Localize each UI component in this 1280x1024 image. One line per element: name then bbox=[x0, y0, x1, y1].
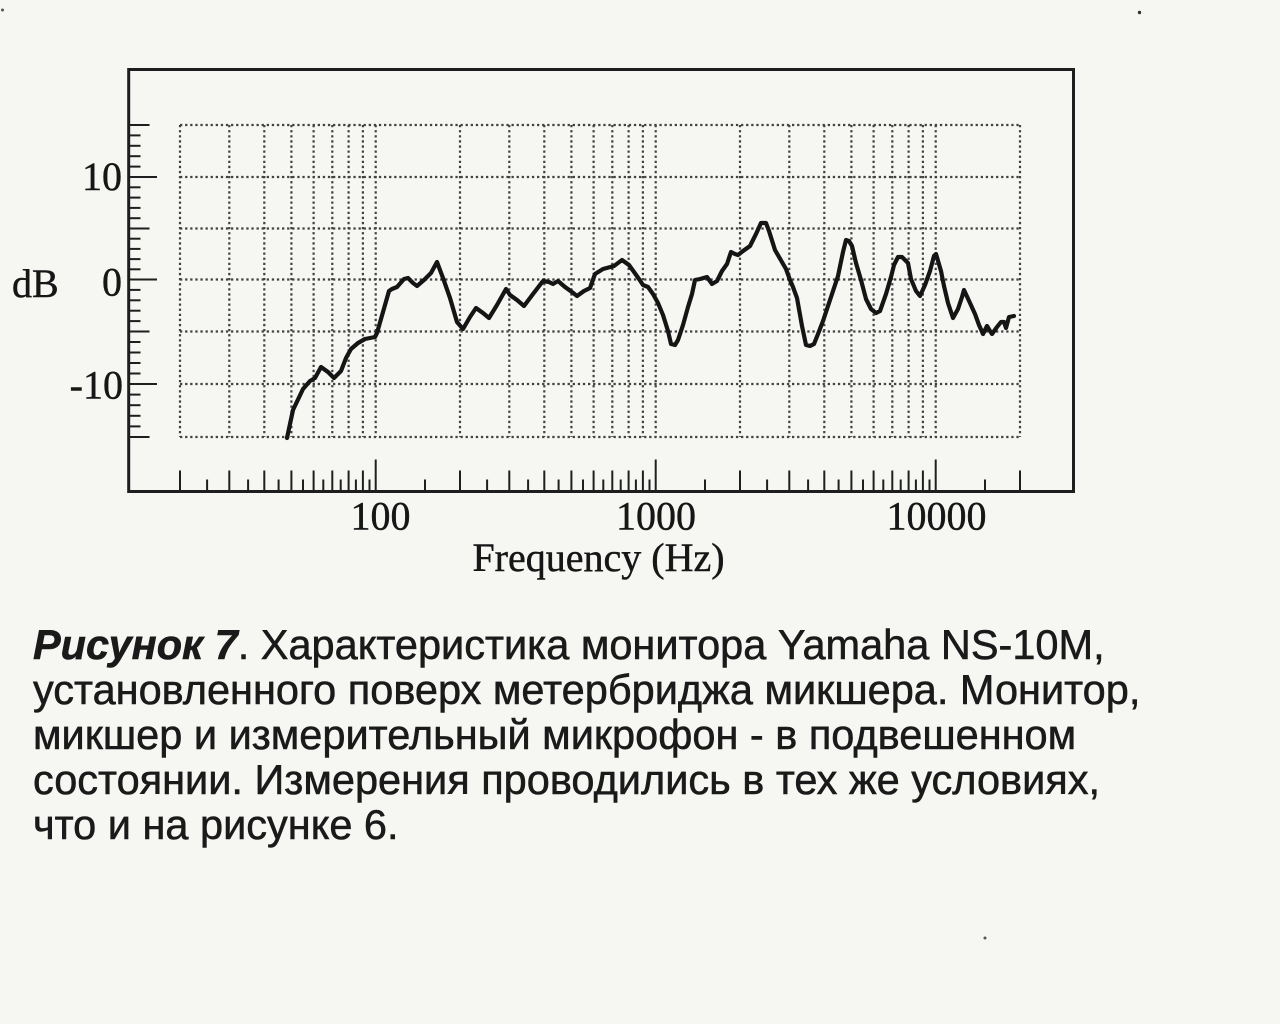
svg-text:Frequency (Hz): Frequency (Hz) bbox=[472, 535, 724, 580]
svg-text:что и на рисунке 6.: что и на рисунке 6. bbox=[33, 801, 399, 848]
svg-text:10: 10 bbox=[82, 154, 122, 199]
svg-text:1000: 1000 bbox=[616, 494, 696, 539]
svg-text:установленного поверх метербри: установленного поверх метербриджа микшер… bbox=[33, 666, 1140, 713]
svg-text:Рисунок 7. Характеристика мони: Рисунок 7. Характеристика монитора Yamah… bbox=[33, 621, 1105, 668]
svg-text:10000: 10000 bbox=[887, 494, 987, 539]
svg-text:-10: -10 bbox=[70, 363, 123, 408]
svg-text:100: 100 bbox=[351, 494, 411, 539]
svg-text:dB: dB bbox=[12, 261, 59, 306]
svg-text:микшер и измерительный микрофо: микшер и измерительный микрофон - в подв… bbox=[33, 711, 1076, 758]
svg-text:0: 0 bbox=[102, 260, 122, 305]
svg-text:состоянии. Измерения проводили: состоянии. Измерения проводились в тех ж… bbox=[33, 756, 1100, 803]
